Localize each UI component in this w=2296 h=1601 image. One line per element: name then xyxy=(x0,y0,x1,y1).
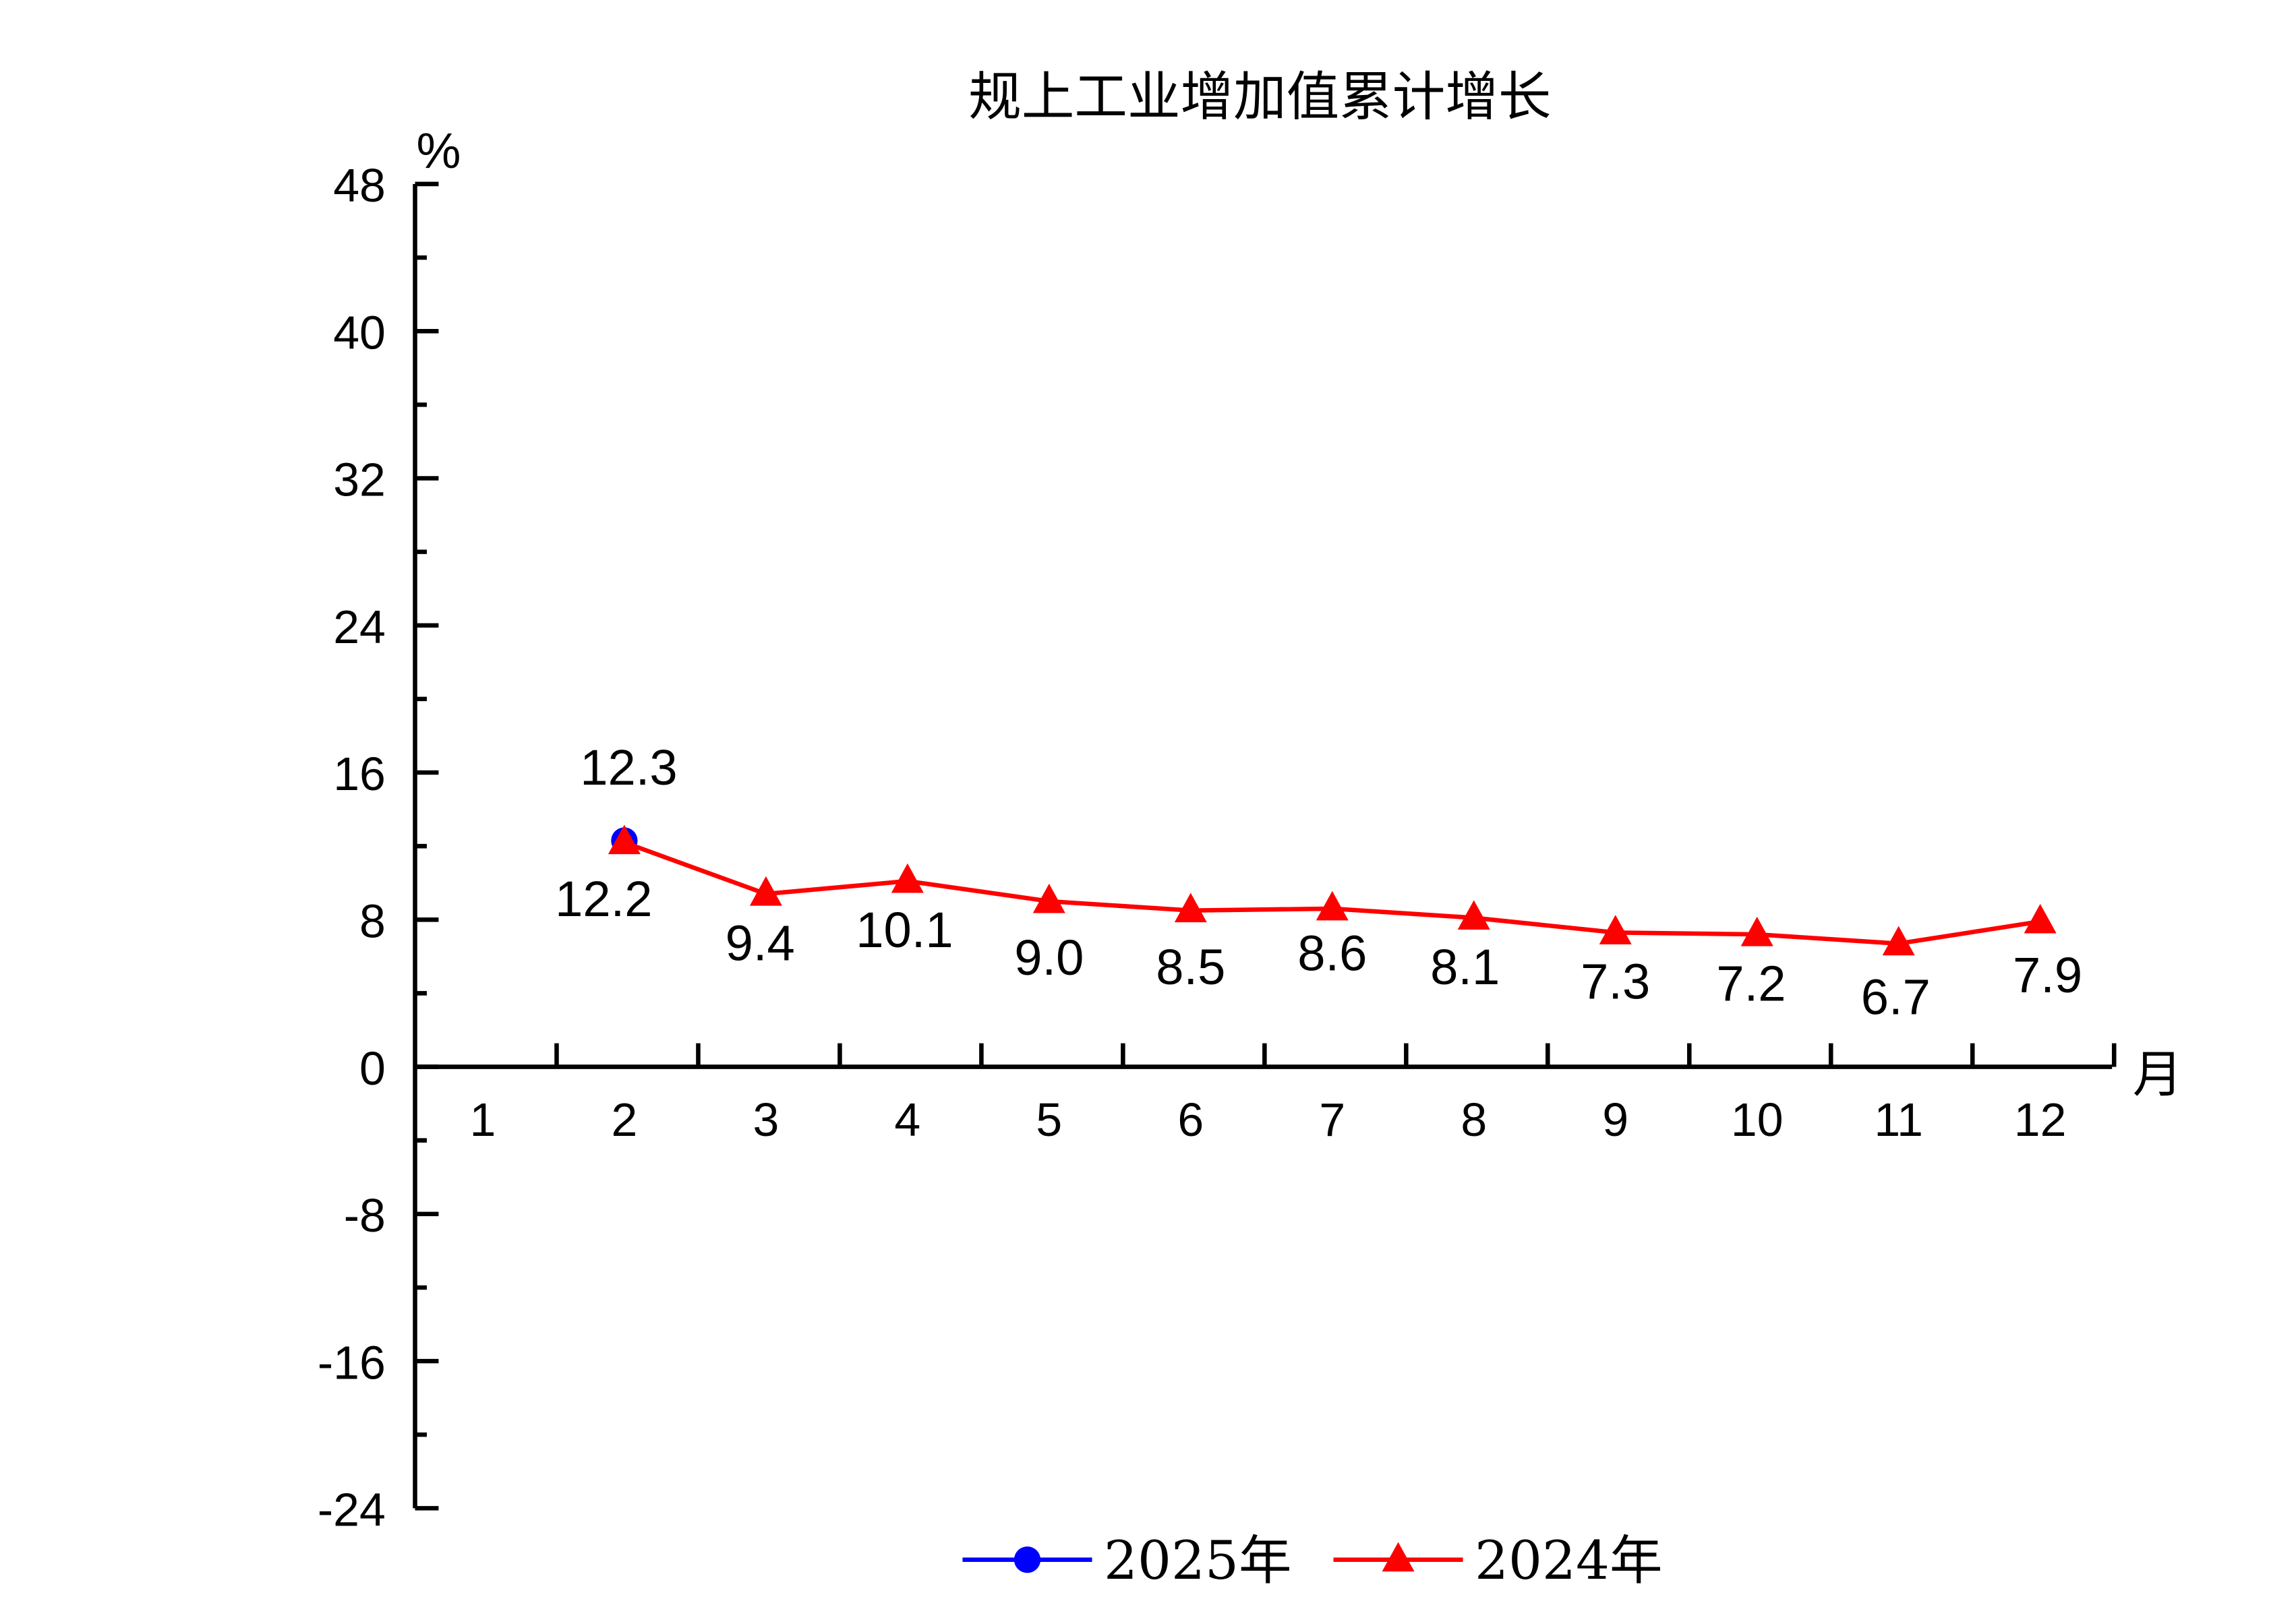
legend-label: 2025年 xyxy=(1104,1530,1292,1592)
data-label: 7.3 xyxy=(1581,954,1650,1010)
x-tick-label: 10 xyxy=(1731,1093,1784,1146)
legend-label: 2024年 xyxy=(1475,1530,1663,1592)
x-tick-label: 6 xyxy=(1177,1093,1204,1146)
data-label: 7.2 xyxy=(1716,955,1786,1011)
x-tick-label: 1 xyxy=(470,1093,496,1146)
y-axis-unit: % xyxy=(416,123,461,179)
x-tick-label: 11 xyxy=(1874,1093,1923,1146)
data-label: 9.4 xyxy=(726,915,795,971)
x-tick-label: 7 xyxy=(1319,1093,1345,1146)
data-point-triangle xyxy=(1740,916,1773,946)
x-tick-label: 12 xyxy=(2014,1093,2067,1146)
x-tick-label: 8 xyxy=(1461,1093,1487,1146)
y-tick-label: 16 xyxy=(333,748,386,800)
data-point-triangle xyxy=(1316,890,1349,921)
x-axis-unit: 月 xyxy=(2133,1046,2183,1104)
y-tick-label: 24 xyxy=(333,601,386,653)
data-point-triangle xyxy=(1032,883,1065,913)
data-label: 8.6 xyxy=(1297,926,1367,981)
y-tick-label: 32 xyxy=(333,454,386,506)
x-tick-label: 5 xyxy=(1036,1093,1062,1146)
data-label: 6.7 xyxy=(1861,969,1931,1025)
data-point-triangle xyxy=(2024,903,2057,934)
data-label: 9.0 xyxy=(1014,930,1084,986)
y-tick-label: -16 xyxy=(318,1336,386,1389)
y-tick-label: -8 xyxy=(344,1189,386,1242)
data-label: 8.5 xyxy=(1156,939,1225,995)
data-point-triangle xyxy=(1882,926,1915,956)
chart-title: 规上工业增加值累计增长 xyxy=(968,65,1551,127)
y-tick-label: 0 xyxy=(359,1042,386,1095)
x-tick-label: 9 xyxy=(1602,1093,1628,1146)
legend-item: 2024年 xyxy=(1333,1530,1663,1592)
series-2024年: 12.2 9.4 10.1 9.0 8.5 8.6 8.1 7.3 7.2 6.7 7.9 xyxy=(555,824,2082,1025)
data-point-triangle xyxy=(1457,900,1490,930)
data-point-triangle xyxy=(1599,915,1632,944)
legend-item: 2025年 xyxy=(962,1530,1292,1592)
y-tick-label: 8 xyxy=(359,895,386,947)
y-tick-label: 40 xyxy=(333,306,386,359)
x-tick-label: 2 xyxy=(611,1093,637,1146)
data-point-triangle xyxy=(608,824,641,855)
legend-triangle-icon xyxy=(1382,1542,1415,1572)
data-label: 7.9 xyxy=(2013,947,2082,1003)
data-label: 12.2 xyxy=(555,871,652,927)
series-2025年: 12.3 xyxy=(580,739,678,854)
x-tick-label: 3 xyxy=(753,1093,779,1146)
y-tick-label: -24 xyxy=(318,1484,386,1536)
legend-circle-icon xyxy=(1013,1546,1041,1573)
x-tick-label: 4 xyxy=(894,1093,920,1146)
y-tick-label: 48 xyxy=(333,159,386,212)
data-label: 12.3 xyxy=(580,739,677,795)
data-label: 8.1 xyxy=(1430,939,1500,995)
data-label: 10.1 xyxy=(856,902,953,958)
data-point-triangle xyxy=(1174,893,1207,923)
data-point-triangle xyxy=(749,876,782,906)
data-point-triangle xyxy=(891,863,924,893)
